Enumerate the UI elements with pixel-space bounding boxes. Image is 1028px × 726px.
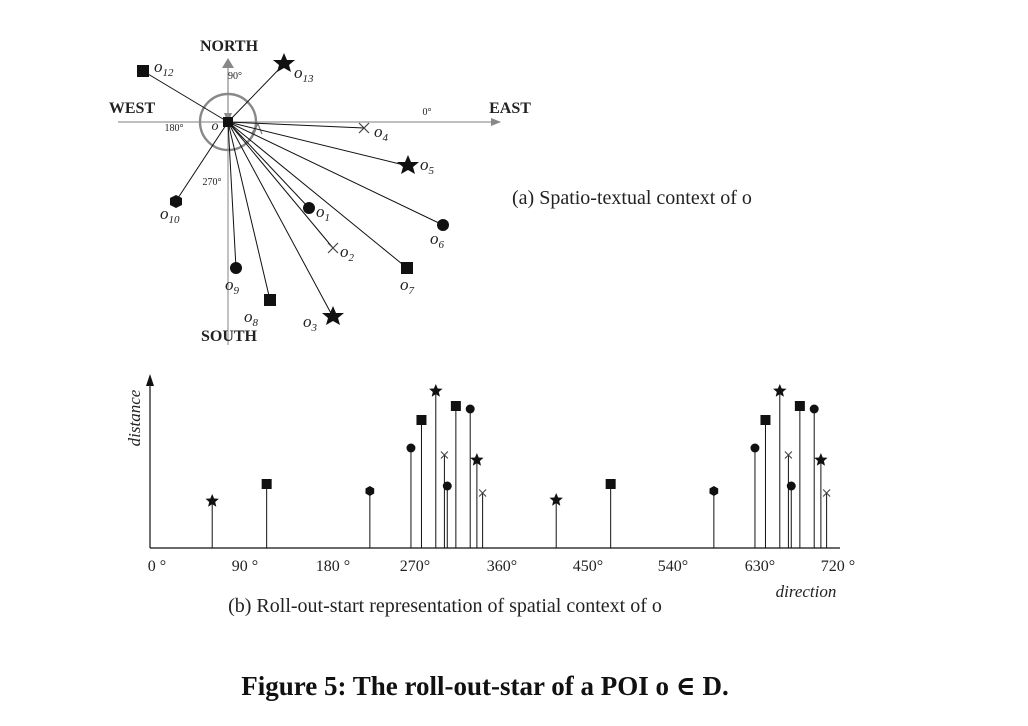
ray-o7: [227, 121, 408, 269]
x-tick-360: 360°: [487, 558, 517, 575]
stem-marker-square-1: [261, 479, 272, 489]
stem-marker-circle-9: [465, 404, 475, 414]
o3-label: o3: [303, 312, 318, 334]
stem-marker-circle-3: [406, 443, 416, 453]
center-circle: [198, 92, 258, 152]
o1-label: o1: [316, 202, 330, 224]
x-tick-630: 630°: [745, 558, 775, 575]
stem-marker-circle-21: [809, 404, 819, 414]
panel-a: NORTH SOUTH EAST WEST 0° 90° 180° 270° o…: [109, 38, 752, 345]
o4-marker: [358, 122, 370, 134]
o1-marker: [303, 202, 315, 214]
o5-marker: [397, 155, 419, 174]
x-tick-180: 180 °: [316, 558, 350, 575]
o10-marker: [170, 195, 182, 208]
east-label: EAST: [489, 100, 531, 117]
y-axis-arrow: [146, 374, 154, 386]
x-tick-90: 90 °: [232, 558, 258, 575]
o12-label: o12: [154, 57, 174, 79]
x-tick-450: 450°: [573, 558, 603, 575]
direction-arrow-icon: [251, 122, 263, 135]
y-axis-label: distance: [125, 389, 144, 446]
o8-label: o8: [244, 307, 259, 329]
ray-o5: [227, 121, 409, 167]
ray-o2: [227, 121, 334, 249]
o13-label: o13: [294, 63, 314, 85]
deg-270-label: 270°: [203, 177, 222, 188]
o7-marker: [401, 262, 413, 274]
ray-o12: [142, 70, 229, 123]
ray-o1: [227, 121, 310, 209]
stem-marker-circle-15: [750, 443, 760, 453]
o13-marker: [273, 53, 295, 72]
ray-o4: [227, 121, 365, 129]
o2-marker: [327, 242, 339, 254]
stem-marker-square-4: [416, 415, 427, 425]
o4-label: o4: [374, 122, 389, 144]
panel-b-caption: (b) Roll-out-start representation of spa…: [228, 595, 662, 617]
o7-label: o7: [400, 275, 415, 297]
north-arrow-head: [222, 58, 234, 68]
stem-marker-star-0: [205, 494, 219, 507]
x-tick-540: 540°: [658, 558, 688, 575]
stem-marker-square-20: [794, 401, 805, 411]
stem-marker-cross-23: [822, 489, 831, 497]
stem-marker-star-10: [470, 453, 484, 466]
o5-label: o5: [420, 155, 435, 177]
o12-marker: [137, 65, 149, 77]
stem-marker-circle-7: [442, 481, 452, 491]
panel-b: distance direction 0 ° 90 ° 180 ° 270° 3…: [125, 374, 855, 617]
west-label: WEST: [109, 100, 156, 117]
o6-label: o6: [430, 229, 445, 251]
ray-o8: [227, 121, 271, 301]
x-tick-0: 0 °: [148, 558, 166, 575]
deg-0-label: 0°: [423, 107, 432, 118]
deg-180-label: 180°: [165, 123, 184, 134]
stem-marker-cross-6: [440, 451, 449, 459]
o9-marker: [230, 262, 242, 274]
ray-o6: [227, 121, 444, 226]
stem-marker-star-22: [814, 453, 828, 466]
stem-marker-cross-18: [784, 451, 793, 459]
stem-marker-hexagon-14: [709, 486, 719, 496]
poi-labels: o12 o13 o4 o5 o6 o7 o1 o2 o3 o8 o9 o10: [154, 57, 445, 334]
stem-marker-square-16: [760, 415, 771, 425]
deg-90-label: 90°: [228, 71, 242, 82]
o6-marker: [437, 219, 449, 231]
stem-marker-hexagon-2: [365, 486, 375, 496]
o8-marker: [264, 294, 276, 306]
x-tick-720: 720 °: [821, 558, 855, 575]
stem-marker-circle-19: [786, 481, 796, 491]
south-label: SOUTH: [201, 328, 258, 345]
panel-a-caption: (a) Spatio-textual context of o: [512, 187, 752, 209]
ray-o13: [227, 63, 285, 123]
poi-markers: [137, 53, 449, 325]
x-axis-label: direction: [776, 582, 837, 601]
stem-marker-square-8: [450, 401, 461, 411]
x-tick-labels: 0 ° 90 ° 180 ° 270° 360° 450° 540° 630° …: [148, 558, 855, 575]
figure-caption: Figure 5: The roll-out-star of a POI o ∈…: [241, 671, 728, 701]
o9-label: o9: [225, 275, 240, 297]
center-label: o: [212, 119, 219, 134]
ray-o9: [227, 121, 237, 269]
ray-o3: [227, 121, 334, 318]
o3-marker: [322, 306, 344, 325]
rays: [142, 63, 444, 318]
x-tick-270: 270°: [400, 558, 430, 575]
stem-marker-star-12: [549, 493, 563, 506]
north-label: NORTH: [200, 38, 259, 55]
ray-o10: [175, 121, 229, 202]
stem-marker-cross-11: [478, 489, 487, 497]
stem-marker-star-5: [429, 384, 443, 397]
o2-label: o2: [340, 242, 355, 264]
stem-marker-star-17: [773, 384, 787, 397]
center-poi-marker: [223, 117, 233, 127]
stems: [205, 384, 831, 548]
stem-marker-square-13: [605, 479, 616, 489]
